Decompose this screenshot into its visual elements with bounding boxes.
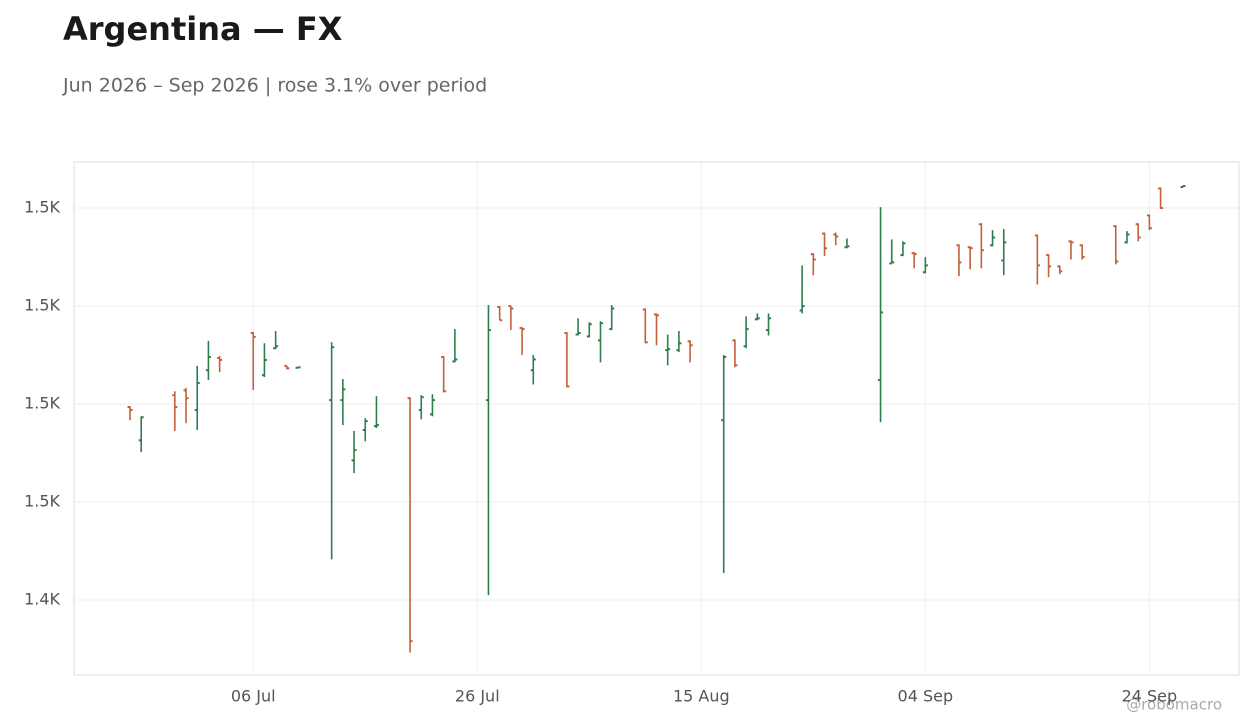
y-tick-label: 1.5K [24,296,60,315]
y-tick-label: 1.5K [24,492,60,511]
plot-area [73,161,1240,676]
x-tick-label: 24 Sep [1122,687,1178,706]
y-tick-label: 1.5K [24,198,60,217]
x-tick-label: 06 Jul [231,687,276,706]
y-tick-label: 1.4K [24,590,60,609]
watermark: @robomacro [1126,696,1222,714]
x-tick-label: 04 Sep [898,687,954,706]
chart-title: Argentina — FX [63,10,343,48]
x-tick-label: 26 Jul [455,687,500,706]
y-tick-label: 1.5K [24,394,60,413]
x-tick-label: 15 Aug [673,687,730,706]
chart-subtitle: Jun 2026 – Sep 2026 | rose 3.1% over per… [62,75,487,97]
